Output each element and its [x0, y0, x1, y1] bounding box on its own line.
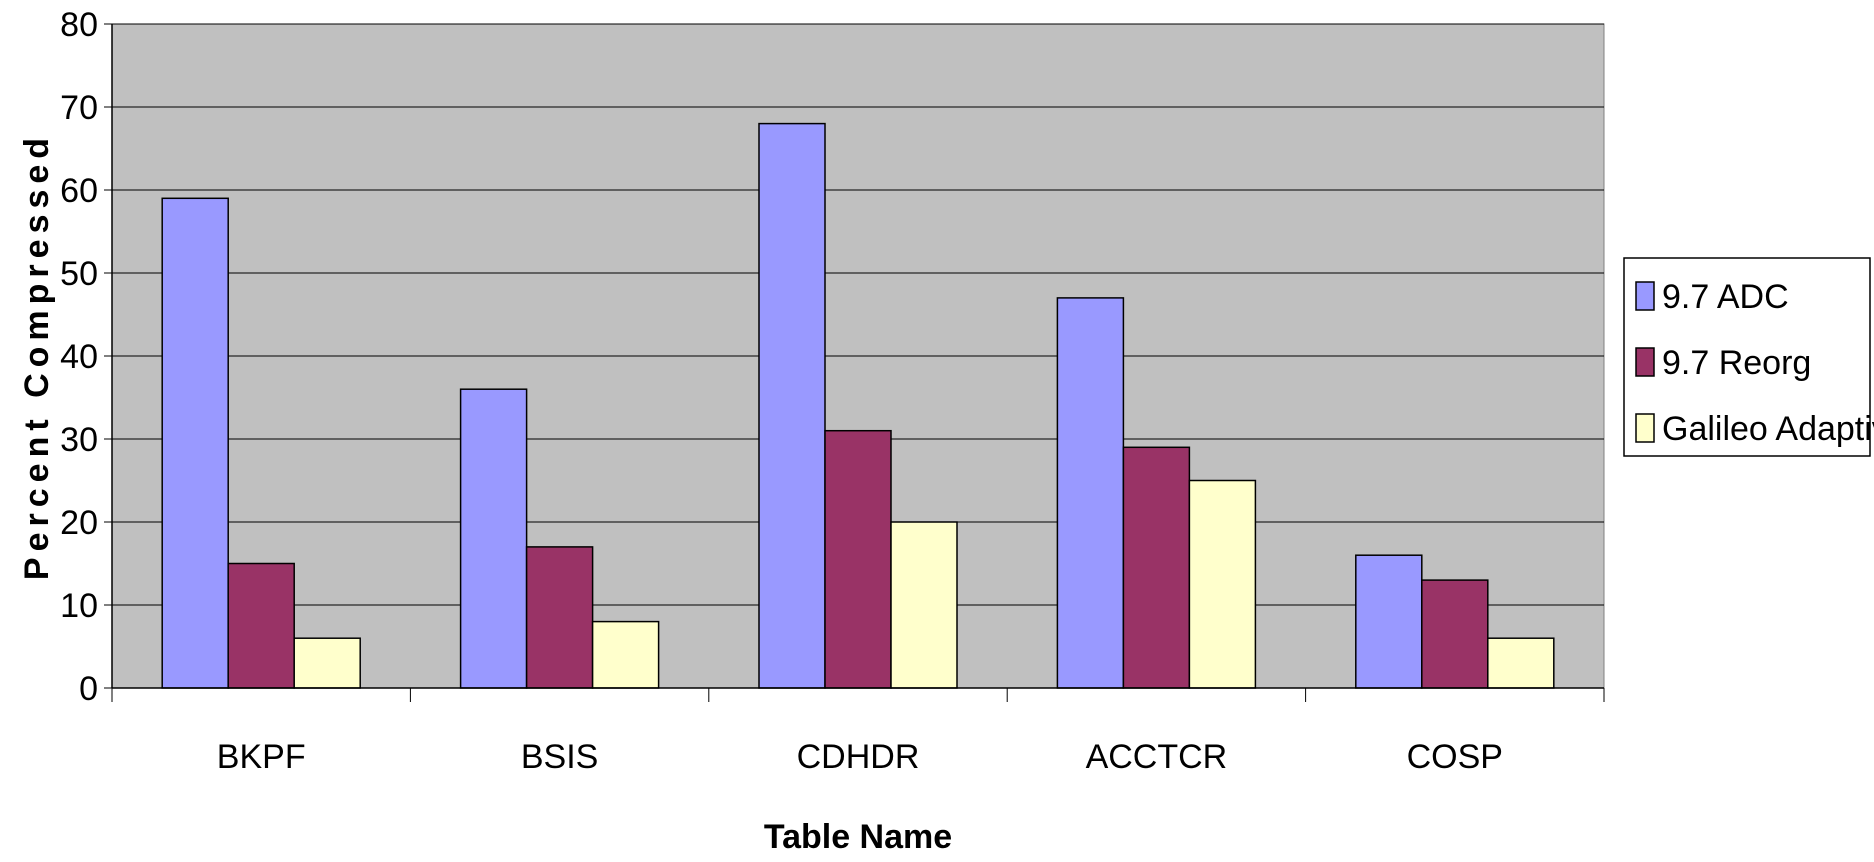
legend-label: 9.7 Reorg: [1662, 344, 1811, 382]
bar: [1056, 297, 1125, 689]
y-tick-label: 20: [60, 504, 98, 542]
legend-label: 9.7 ADC: [1662, 278, 1789, 316]
y-tick-label: 70: [60, 89, 98, 127]
axes: [104, 23, 1605, 702]
y-tick-label: 80: [60, 6, 98, 44]
legend-box: [1623, 257, 1871, 457]
y-tick-label: 10: [60, 587, 98, 625]
x-axis-title: Table Name: [764, 818, 952, 856]
bar: [890, 521, 958, 689]
y-tick-label: 50: [60, 255, 98, 293]
legend-swatch: [1635, 281, 1655, 311]
x-category-label: BSIS: [521, 738, 598, 776]
bar: [591, 620, 660, 689]
bar: [1487, 637, 1555, 689]
y-tick-label: 30: [60, 421, 98, 459]
bar: [1188, 479, 1257, 689]
legend: 9.7 ADC 9.7 Reorg Galileo Adaptive: [1623, 257, 1874, 457]
bar: [459, 388, 528, 689]
y-tick-label: 0: [79, 670, 98, 708]
y-tick-labels: 0 10 20 30 40 50 60 70 80: [60, 6, 98, 708]
y-tick-label: 60: [60, 172, 98, 210]
x-category-labels: BKPF BSIS CDHDR ACCTCR COSP: [217, 738, 1503, 776]
bar: [227, 562, 295, 689]
bars: [161, 122, 1555, 689]
x-category-label: BKPF: [217, 738, 306, 776]
bar: [758, 122, 826, 689]
bar: [1122, 446, 1191, 689]
bar: [1355, 554, 1423, 689]
x-category-label: CDHDR: [797, 738, 920, 776]
bar: [525, 546, 594, 689]
bar: [1421, 579, 1489, 689]
y-axis-title: Percent Compressed: [18, 132, 56, 580]
y-tick-label: 40: [60, 338, 98, 376]
x-category-label: ACCTCR: [1086, 738, 1228, 776]
x-category-label: COSP: [1407, 738, 1503, 776]
bar: [824, 429, 892, 689]
legend-label: Galileo Adaptive: [1662, 410, 1874, 448]
bar: [161, 197, 229, 689]
legend-swatch: [1635, 413, 1655, 443]
bar: [293, 637, 361, 689]
legend-swatch: [1635, 347, 1655, 377]
